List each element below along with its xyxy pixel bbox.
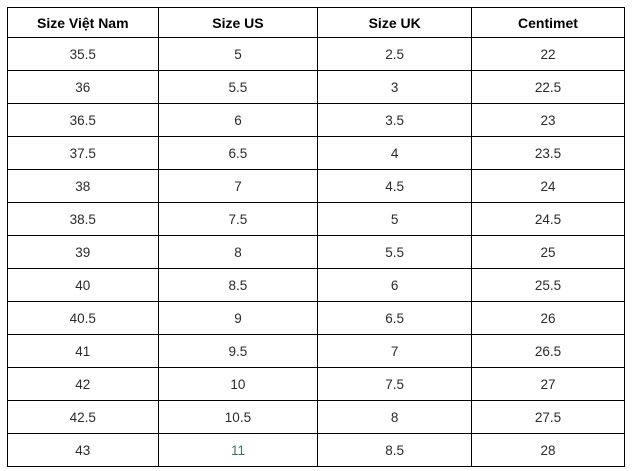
column-header-size-uk: Size UK	[317, 7, 472, 38]
table-row: 40 8.5 6 25.5	[7, 268, 626, 302]
table-header-row: Size Việt Nam Size US Size UK Centimet	[7, 7, 626, 38]
table-cell: 7	[317, 334, 472, 368]
table-cell: 7	[157, 169, 319, 203]
table-cell: 27.5	[470, 400, 626, 434]
table-cell: 39	[7, 235, 159, 269]
table-cell: 23	[470, 103, 626, 137]
table-cell: 7.5	[317, 367, 472, 401]
table-cell: 38	[7, 169, 159, 203]
table-cell: 25	[470, 235, 626, 269]
table-row: 37.5 6.5 4 23.5	[7, 136, 626, 170]
table-cell: 26	[470, 301, 626, 335]
table-cell: 24	[470, 169, 626, 203]
table-cell: 4.5	[317, 169, 472, 203]
table-cell: 40	[7, 268, 159, 302]
table-cell: 6.5	[157, 136, 319, 170]
table-cell: 42	[7, 367, 159, 401]
table-cell: 6	[157, 103, 319, 137]
table-cell: 7.5	[157, 202, 319, 236]
table-cell: 5.5	[157, 70, 319, 104]
table-cell: 10	[157, 367, 319, 401]
table-row: 38 7 4.5 24	[7, 169, 626, 203]
table-cell: 8	[317, 400, 472, 434]
table-cell: 26.5	[470, 334, 626, 368]
table-body: 35.5 5 2.5 22 36 5.5 3 22.5 36.5 6 3.5 23 37.5 6.5 4 23…	[7, 37, 626, 467]
table-header: Size Việt Nam Size US Size UK Centimet	[7, 7, 626, 38]
table-cell: 42.5	[7, 400, 159, 434]
table-cell: 36.5	[7, 103, 159, 137]
table-cell: 11	[157, 433, 319, 467]
table-row: 41 9.5 7 26.5	[7, 334, 626, 368]
table-cell: 5.5	[317, 235, 472, 269]
table-cell: 9.5	[157, 334, 319, 368]
table-cell: 3	[317, 70, 472, 104]
table-row: 35.5 5 2.5 22	[7, 37, 626, 71]
table-cell: 37.5	[7, 136, 159, 170]
table-cell: 5	[317, 202, 472, 236]
table-cell: 38.5	[7, 202, 159, 236]
size-conversion-table: Size Việt Nam Size US Size UK Centimet 3…	[7, 7, 626, 467]
table-cell: 8.5	[157, 268, 319, 302]
table-row: 36 5.5 3 22.5	[7, 70, 626, 104]
table-cell: 28	[470, 433, 626, 467]
table-row: 40.5 9 6.5 26	[7, 301, 626, 335]
table-cell: 43	[7, 433, 159, 467]
table-cell: 22	[470, 37, 626, 71]
table-cell: 22.5	[470, 70, 626, 104]
table-row: 36.5 6 3.5 23	[7, 103, 626, 137]
table-row: 42 10 7.5 27	[7, 367, 626, 401]
table-cell: 8.5	[317, 433, 472, 467]
table-row: 39 8 5.5 25	[7, 235, 626, 269]
table-cell: 25.5	[470, 268, 626, 302]
table-cell: 6.5	[317, 301, 472, 335]
table-cell: 6	[317, 268, 472, 302]
table-cell: 36	[7, 70, 159, 104]
table-cell: 9	[157, 301, 319, 335]
table-row: 42.5 10.5 8 27.5	[7, 400, 626, 434]
table-cell: 8	[157, 235, 319, 269]
table-cell: 23.5	[470, 136, 626, 170]
table-row: 43 11 8.5 28	[7, 433, 626, 467]
table-cell: 40.5	[7, 301, 159, 335]
column-header-centimet: Centimet	[470, 7, 626, 38]
table-cell: 35.5	[7, 37, 159, 71]
table-cell: 10.5	[157, 400, 319, 434]
table-cell: 41	[7, 334, 159, 368]
table-cell: 27	[470, 367, 626, 401]
table-cell: 24.5	[470, 202, 626, 236]
column-header-size-vietnam: Size Việt Nam	[7, 7, 159, 38]
table-cell: 2.5	[317, 37, 472, 71]
table-cell: 4	[317, 136, 472, 170]
table-cell: 5	[157, 37, 319, 71]
table-cell: 3.5	[317, 103, 472, 137]
column-header-size-us: Size US	[157, 7, 319, 38]
table-row: 38.5 7.5 5 24.5	[7, 202, 626, 236]
